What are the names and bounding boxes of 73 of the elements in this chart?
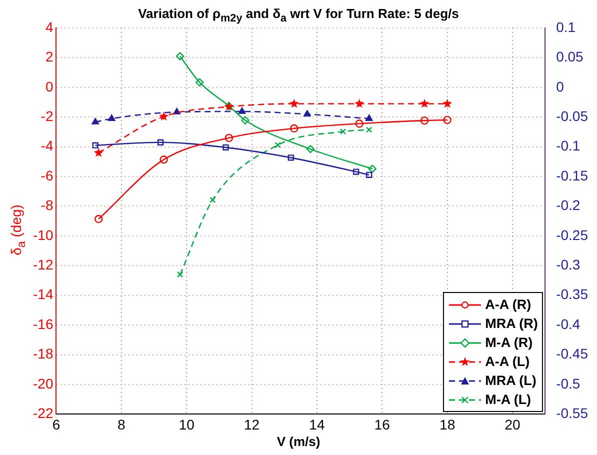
y2-tick-label: -0.35 — [556, 286, 588, 302]
point — [224, 134, 234, 142]
y-tick-label: -22 — [33, 405, 54, 422]
y-tick-label: -20 — [33, 375, 54, 392]
x-tick-label: 20 — [504, 416, 520, 432]
point — [160, 156, 168, 164]
legend-label: MRA (L) — [485, 373, 536, 388]
point — [340, 128, 346, 135]
y-tick-label: -14 — [33, 286, 54, 302]
point — [176, 52, 184, 60]
y2-tick-label: -0.45 — [556, 346, 588, 362]
y2-tick-label: -0.55 — [556, 405, 588, 422]
y2-tick-label: -0.4 — [556, 316, 580, 332]
y-tick-label: 0 — [45, 78, 54, 94]
x-tick-label: 6 — [52, 416, 60, 432]
y2-tick-label: -0.15 — [556, 167, 588, 184]
point — [352, 168, 360, 175]
chart-title: Variation of ρ$_{m2y}$ and δ$_{a}$ wrt V for Turn Rate: 5 deg/s — [138, 6, 459, 25]
point — [173, 108, 180, 114]
legend-label: MRA (R) — [485, 316, 538, 332]
y2-tick-label: -0.3 — [556, 256, 580, 273]
point — [365, 114, 373, 121]
point — [366, 172, 372, 178]
x-tick-label: 14 — [309, 416, 325, 432]
y-tick-label: -16 — [33, 316, 54, 332]
point — [304, 110, 311, 117]
y-tick-label: -8 — [40, 197, 54, 214]
y2-tick-label: -0.2 — [556, 197, 580, 214]
y2-tick-label: -0.25 — [556, 226, 588, 243]
x-tick-label: 18 — [440, 416, 456, 432]
y2-tick-label: 0.1 — [556, 18, 576, 35]
y-tick-label: -12 — [33, 256, 54, 273]
y-tick-label: 2 — [45, 48, 54, 65]
point — [366, 126, 372, 133]
y-tick-label: -4 — [40, 138, 54, 154]
x-axis-title: V (m/s) — [276, 434, 322, 449]
point — [222, 144, 229, 150]
legend-label: A-A (R) — [485, 297, 532, 312]
x-tick-label: 12 — [244, 416, 260, 432]
point — [157, 139, 164, 146]
y-tick-label: 4 — [45, 18, 54, 35]
point — [443, 116, 452, 124]
point — [274, 142, 281, 148]
point — [92, 142, 98, 148]
x-tick-label: 16 — [374, 416, 390, 432]
point — [241, 116, 250, 124]
point — [288, 154, 294, 161]
y-tick-label: -2 — [40, 108, 54, 124]
point — [355, 120, 364, 128]
y2-tick-label: 0 — [556, 78, 564, 94]
point — [238, 107, 246, 114]
y-tick-label: -10 — [33, 226, 54, 243]
y-tick-label: -18 — [33, 346, 54, 362]
point — [94, 214, 103, 224]
y2-tick-label: -0.05 — [556, 108, 588, 124]
legend-label: M-A (R) — [485, 335, 533, 350]
legend-label: A-A (L) — [485, 354, 530, 370]
point — [290, 124, 298, 133]
y-tick-label: -6 — [40, 167, 54, 184]
point — [92, 118, 99, 124]
point — [210, 196, 216, 204]
point — [196, 78, 204, 86]
x-tick-label: 10 — [178, 416, 195, 432]
y2-tick-label: -0.5 — [556, 375, 580, 392]
legend-label: M-A (L) — [485, 392, 532, 408]
x-tick-label: 8 — [118, 416, 126, 432]
point — [420, 116, 429, 125]
point — [368, 164, 376, 173]
point — [306, 144, 315, 154]
y2-tick-label: -0.1 — [556, 138, 580, 154]
point — [108, 114, 116, 121]
point — [177, 272, 184, 278]
y2-tick-label: 0.05 — [556, 48, 584, 65]
